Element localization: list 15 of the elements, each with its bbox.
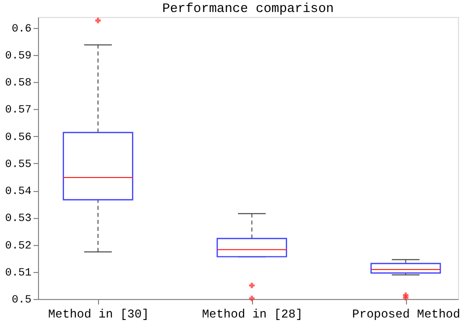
- y-tick-label: 0.54: [5, 186, 32, 198]
- y-tick-label: 0.5: [12, 294, 32, 306]
- chart-title: Performance comparison: [162, 1, 334, 16]
- x-tick-label: Method in [30]: [48, 308, 149, 322]
- y-tick-label: 0.52: [5, 240, 32, 252]
- y-tick-label: 0.59: [5, 50, 32, 62]
- y-tick-label: 0.56: [5, 132, 32, 144]
- y-tick-label: 0.55: [5, 158, 32, 171]
- y-tick-label: 0.53: [5, 213, 32, 226]
- y-tick-label: 0.6: [12, 23, 32, 36]
- x-tick-label: Proposed Method: [352, 308, 460, 322]
- x-tick-label: Method in [28]: [202, 308, 303, 322]
- y-tick-label: 0.51: [5, 267, 32, 280]
- y-tick-label: 0.57: [5, 104, 32, 117]
- y-tick-label: 0.58: [5, 78, 32, 90]
